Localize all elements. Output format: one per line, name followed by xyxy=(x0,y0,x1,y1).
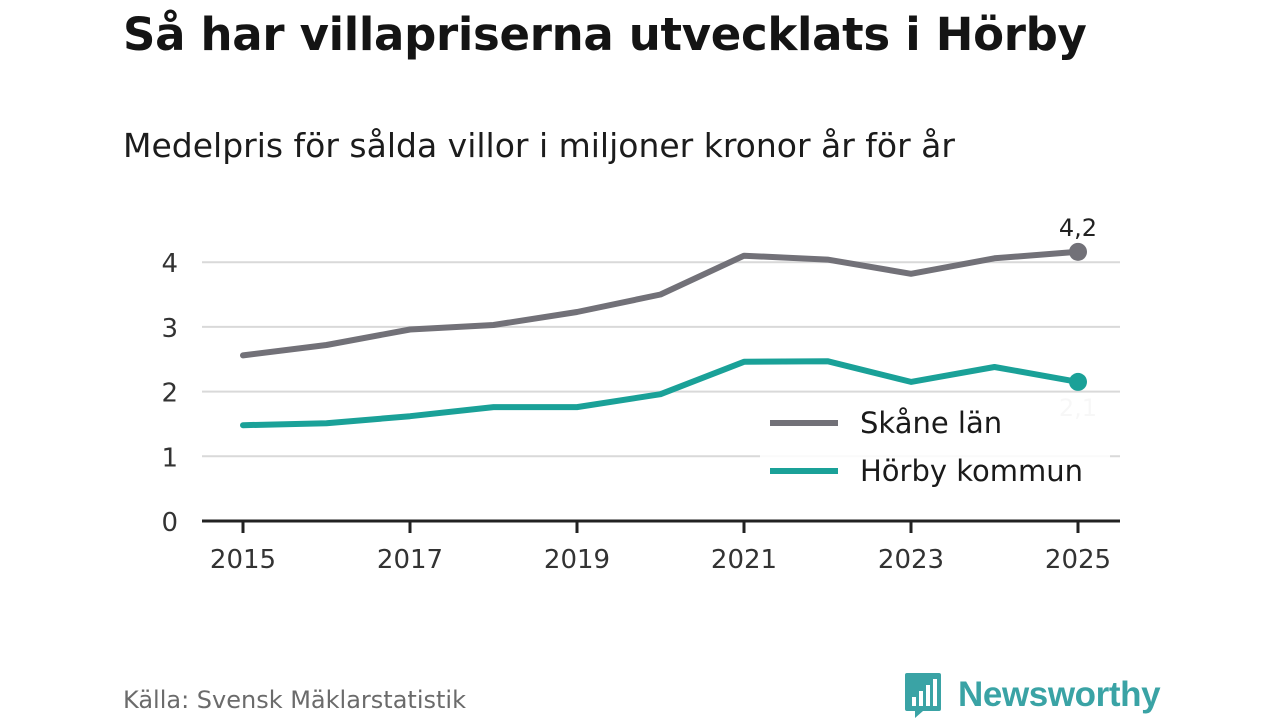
brand-logo[interactable]: Newsworthy xyxy=(903,670,1161,720)
chart-title: Så har villapriserna utvecklats i Hörby xyxy=(123,8,1087,61)
chart-subtitle: Medelpris för sålda villor i miljoner kr… xyxy=(123,126,955,165)
y-tick-label-1: 1 xyxy=(161,443,178,473)
x-tick-label-2015: 2015 xyxy=(210,545,276,575)
series-line-hörby-kommun xyxy=(240,358,1081,429)
y-tick-label-2: 2 xyxy=(161,379,178,409)
end-point-hörby-kommun xyxy=(1069,372,1087,391)
end-point-skåne-län xyxy=(1069,242,1087,261)
newsworthy-chart-icon xyxy=(905,673,941,718)
legend-label-skåne-län: Skåne län xyxy=(860,406,1002,440)
legend-background xyxy=(760,398,1110,500)
x-tick-label-2023: 2023 xyxy=(878,545,944,575)
y-tick-label-3: 3 xyxy=(161,314,178,344)
brand-name: Newsworthy xyxy=(958,675,1161,714)
legend-label-hörby-kommun: Hörby kommun xyxy=(860,454,1083,488)
series-line-skåne-län xyxy=(240,248,1081,359)
x-tick-label-2019: 2019 xyxy=(544,545,610,575)
end-label-skåne-län: 4,2 xyxy=(1059,214,1097,242)
x-tick-label-2021: 2021 xyxy=(711,545,777,575)
y-tick-label-0: 0 xyxy=(161,508,178,538)
source-note: Källa: Svensk Mäklarstatistik xyxy=(123,686,466,714)
x-tick-label-2017: 2017 xyxy=(377,545,443,575)
x-tick-label-2025: 2025 xyxy=(1045,545,1111,575)
y-tick-label-4: 4 xyxy=(161,249,178,279)
